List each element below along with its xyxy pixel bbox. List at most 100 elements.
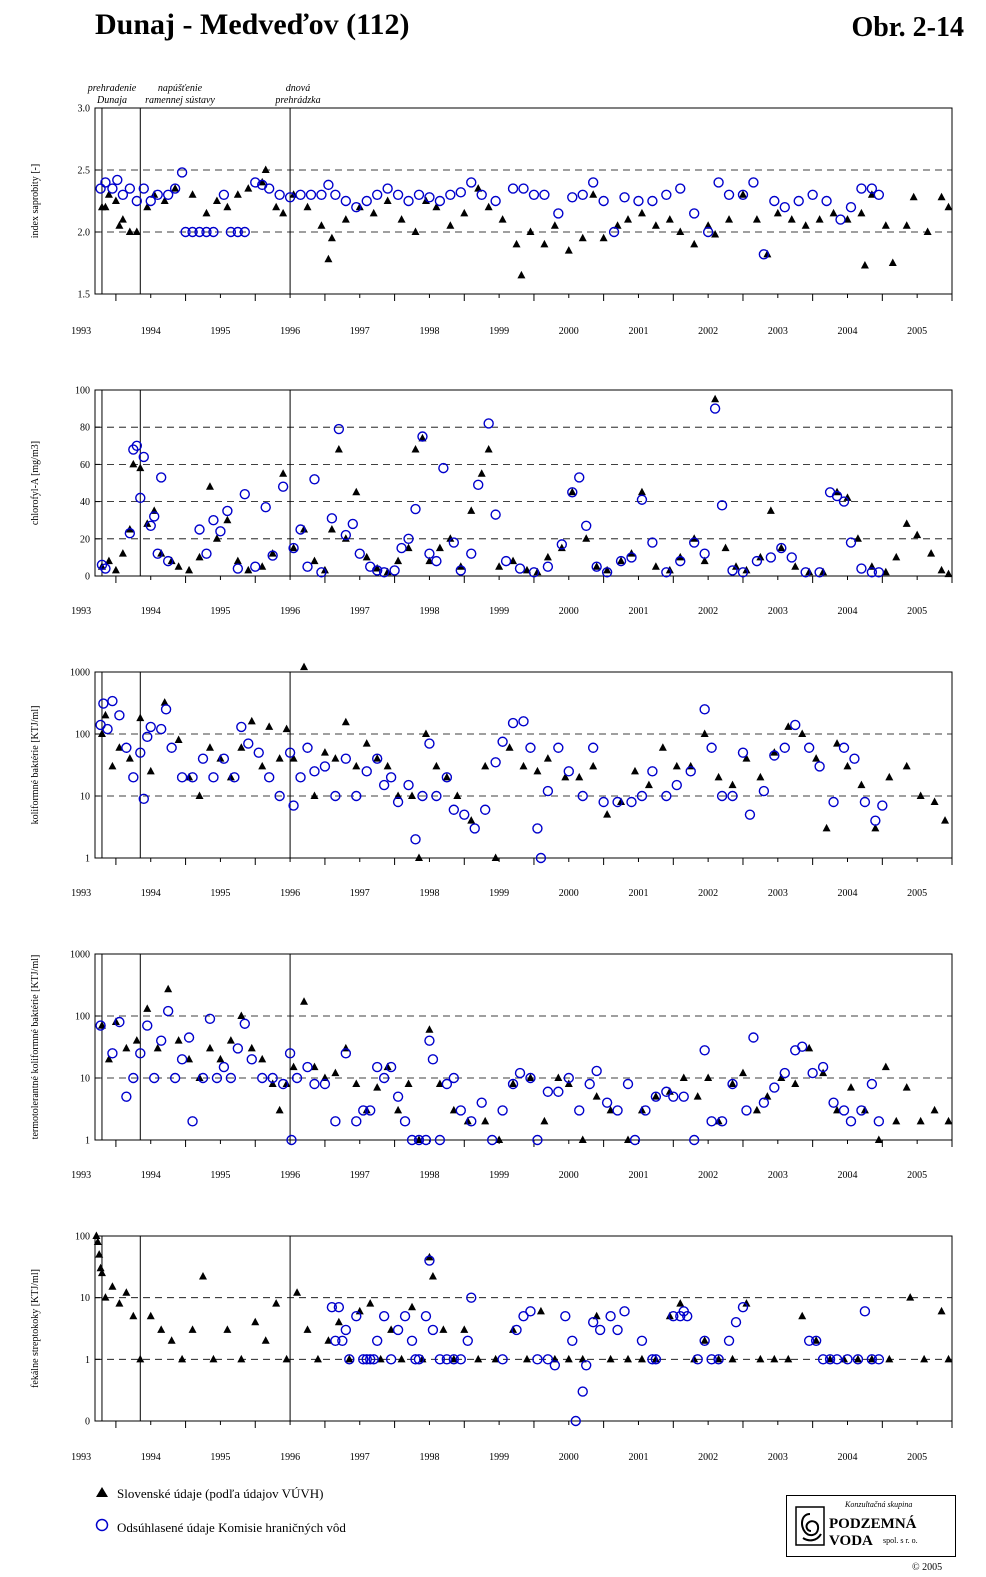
- circle-point: [410, 834, 421, 845]
- circle-point: [424, 1035, 435, 1046]
- triangle-point: [272, 1299, 281, 1307]
- triangle-point: [136, 1354, 145, 1363]
- circle-point: [563, 1072, 574, 1084]
- circle-point: [476, 189, 487, 201]
- triangle-point: [195, 791, 204, 799]
- circle-point: [420, 1134, 432, 1146]
- triangle-point: [752, 215, 761, 223]
- x-tick-label: 1996: [280, 1170, 300, 1181]
- circle-point: [466, 1292, 477, 1303]
- circle-point: [155, 723, 167, 735]
- triangle-point: [589, 190, 598, 198]
- triangle-point: [223, 202, 232, 211]
- triangle-point: [118, 549, 127, 557]
- triangle-point: [509, 1325, 518, 1333]
- triangle-point: [871, 823, 880, 832]
- triangle-point: [237, 1011, 246, 1019]
- circle-point: [344, 1354, 355, 1365]
- circle-point: [626, 796, 637, 808]
- event-label-line2: prehrádzka: [274, 95, 320, 106]
- triangle-point: [676, 227, 685, 235]
- triangle-point: [397, 1354, 406, 1363]
- circle-point: [413, 1354, 425, 1365]
- circle-point: [661, 189, 672, 201]
- x-tick-label: 2004: [837, 888, 857, 899]
- x-tick-label: 2005: [907, 1170, 927, 1181]
- circle-point: [500, 555, 512, 567]
- circle-point: [309, 1078, 320, 1090]
- circle-point: [208, 226, 219, 238]
- circle-point: [176, 1054, 188, 1065]
- plot-frame: [94, 107, 953, 295]
- triangle-point: [853, 1354, 862, 1363]
- circle-point: [441, 772, 453, 783]
- circle-point: [692, 1354, 703, 1365]
- circle-point: [274, 189, 285, 201]
- triangle-point: [334, 445, 343, 453]
- circle-point: [769, 195, 780, 207]
- triangle-point: [132, 227, 141, 235]
- triangle-point: [205, 482, 214, 490]
- circle-point: [114, 1016, 125, 1028]
- circle-point: [640, 1105, 651, 1116]
- x-tick-label: 2001: [628, 1452, 648, 1463]
- x-tick-label: 1997: [350, 606, 370, 617]
- triangle-point: [418, 433, 427, 442]
- x-tick-label: 2003: [768, 606, 788, 617]
- x-tick-label: 1999: [489, 1170, 509, 1181]
- x-tick-label: 1998: [419, 606, 439, 617]
- y-axis-label: fekálne streptokoky [KTJ/ml]: [30, 1269, 41, 1388]
- y-tick-label: 10: [80, 1293, 90, 1304]
- triangle-point: [317, 221, 326, 229]
- circle-point: [490, 757, 501, 768]
- circle-point: [608, 226, 620, 238]
- x-tick-label: 1999: [489, 606, 509, 617]
- triangle-point: [617, 556, 626, 565]
- triangle-point: [101, 710, 110, 719]
- triangle-point: [150, 190, 159, 198]
- circle-point: [431, 790, 442, 802]
- triangle-point: [909, 192, 918, 201]
- circle-point: [636, 494, 648, 505]
- triangle-point: [160, 196, 169, 204]
- circle-point: [661, 1086, 672, 1097]
- triangle-point: [293, 1288, 302, 1296]
- triangle-point: [408, 1302, 417, 1311]
- triangle-point: [477, 469, 486, 477]
- circle-point: [532, 1354, 543, 1365]
- triangle-point: [97, 1268, 106, 1277]
- circle-point: [807, 1067, 818, 1079]
- spiral-logo-icon: [795, 1506, 825, 1546]
- circle-point: [473, 479, 484, 491]
- x-tick-label: 1993: [71, 1452, 91, 1463]
- circle-point: [340, 529, 352, 541]
- circle-point: [410, 1354, 421, 1365]
- circle-point: [295, 189, 306, 201]
- triangle-point: [637, 208, 646, 217]
- triangle-point: [913, 530, 922, 539]
- circle-point: [661, 567, 672, 578]
- circle-point: [661, 790, 672, 802]
- circle-point: [211, 1072, 223, 1084]
- circle-point: [371, 1061, 383, 1073]
- circle-point: [594, 1324, 606, 1336]
- triangle-point: [125, 754, 134, 762]
- circle-point: [675, 183, 686, 194]
- circle-point: [856, 563, 867, 574]
- circle-point: [128, 772, 139, 783]
- triangle-point: [244, 565, 253, 574]
- circle-point: [856, 183, 867, 194]
- triangle-point: [770, 1354, 779, 1363]
- circle-point: [187, 226, 198, 238]
- circle-point: [793, 195, 804, 207]
- circle-point: [817, 1061, 829, 1073]
- triangle-point: [902, 221, 911, 229]
- x-tick-label: 2000: [559, 1170, 579, 1181]
- triangle-point: [261, 1336, 270, 1344]
- triangle-point: [442, 772, 451, 781]
- circle-point: [737, 567, 749, 578]
- circle-point: [337, 1335, 348, 1346]
- triangle-point: [606, 1354, 615, 1363]
- event-label-line2: Dunaja: [96, 95, 127, 106]
